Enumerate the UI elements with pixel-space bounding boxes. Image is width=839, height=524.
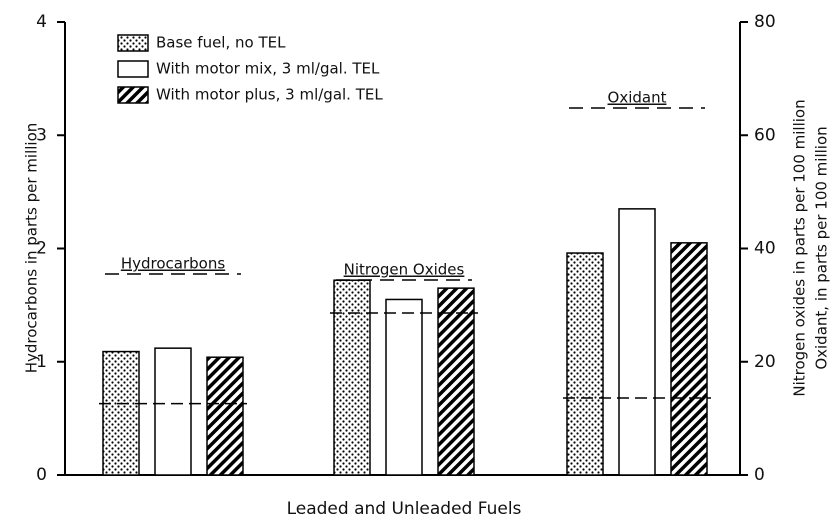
y2-tick-label: 80	[754, 12, 776, 32]
category-label: Hydrocarbons	[121, 255, 226, 273]
bar	[154, 347, 192, 476]
y2-tick-label: 20	[754, 352, 776, 372]
bar	[385, 298, 423, 476]
y2-tick-label: 0	[754, 465, 765, 485]
y2-tick-label: 60	[754, 125, 776, 145]
y-tick-label: 0	[36, 465, 47, 485]
y2-tick-label: 40	[754, 239, 776, 259]
bar	[333, 279, 371, 476]
y-tick-label: 4	[36, 12, 47, 32]
legend-label: Base fuel, no TEL	[156, 34, 286, 52]
bar	[670, 242, 708, 476]
bar	[206, 356, 244, 476]
bar	[102, 350, 140, 476]
y2-axis-label: Nitrogen oxides in parts per 100 million	[791, 99, 809, 396]
legend-swatch	[117, 86, 149, 104]
x-axis-label: Leaded and Unleaded Fuels	[287, 499, 522, 519]
bar	[437, 287, 475, 476]
y-tick-label: 1	[36, 352, 47, 372]
bar	[566, 252, 604, 476]
y-tick-label: 3	[36, 125, 47, 145]
y-tick-label: 2	[36, 239, 47, 259]
category-label: Oxidant	[608, 89, 667, 107]
bar	[618, 208, 656, 476]
y2-axis-label: Oxidant, in parts per 100 million	[813, 126, 831, 369]
legend-label: With motor plus, 3 ml/gal. TEL	[156, 86, 383, 104]
legend-swatch	[117, 34, 149, 52]
y-axis-label: Hydrocarbons in parts per million	[23, 123, 41, 374]
legend-swatch	[117, 60, 149, 78]
legend-label: With motor mix, 3 ml/gal. TEL	[156, 60, 380, 78]
category-label: Nitrogen Oxides	[344, 261, 465, 279]
